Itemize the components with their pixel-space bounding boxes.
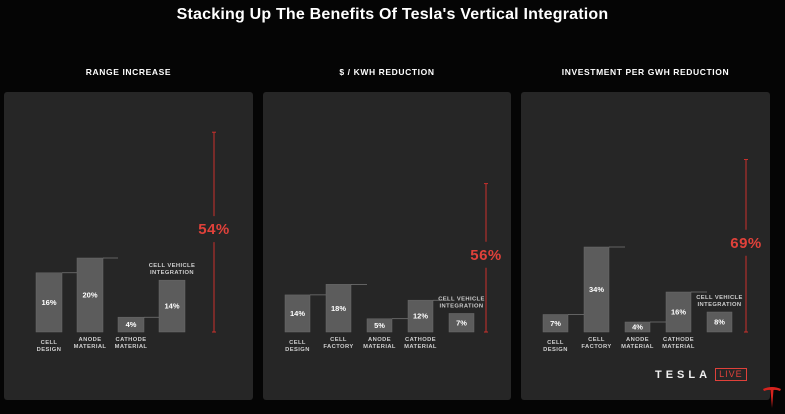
- chart-title: Stacking Up The Benefits Of Tesla's Vert…: [176, 6, 609, 23]
- bar-cell-factory: [583, 246, 610, 333]
- category-label-cell-factory: CELL FACTORY: [323, 337, 353, 350]
- bar-value-label: 14%: [290, 309, 305, 318]
- category-label-cathode-material: CATHODE MATERIAL: [404, 337, 437, 350]
- bar-value-label: 16%: [671, 308, 686, 317]
- bar-cell-vehicle-integration: [158, 279, 186, 333]
- bar-value-label: 16%: [41, 298, 56, 307]
- bar-cell-vehicle-integration: [706, 311, 733, 333]
- bar-value-label: 4%: [126, 320, 137, 329]
- bar-value-label: 14%: [164, 302, 179, 311]
- bar-cell-vehicle-integration: [448, 313, 475, 333]
- live-badge: LIVE: [715, 368, 747, 381]
- panel-title-range-increase: RANGE INCREASE: [85, 67, 172, 77]
- category-label-cell-design: CELL DESIGN: [285, 340, 310, 353]
- category-label-cell-design: CELL DESIGN: [37, 340, 62, 353]
- bar-value-label: 18%: [331, 304, 346, 313]
- bar-cell-design: [284, 294, 311, 333]
- category-label-cell-factory: CELL FACTORY: [581, 337, 611, 350]
- bar-cell-factory: [325, 284, 352, 333]
- waterfall-chart-range-increase: 16% CELL DESIGN 20% ANODE MATERIAL 4% CATHODE MA…: [35, 131, 230, 353]
- bar-value-label: 5%: [374, 321, 385, 330]
- tesla-live-logo: TESLA LIVE: [655, 368, 747, 381]
- panel-kwh-reduction: 14% CELL DESIGN 18% CELL FACTORY 5% ANODE MATERI…: [263, 92, 511, 400]
- bar-cathode-material: [407, 299, 434, 333]
- tesla-t-logo-icon: [763, 387, 781, 408]
- total-label: 69%: [730, 235, 762, 252]
- bar-cell-design: [542, 314, 569, 333]
- tesla-wordmark: TESLA: [655, 368, 712, 381]
- bar-cathode-material: [665, 291, 692, 333]
- bar-value-label: 20%: [82, 291, 97, 300]
- bar-value-label: 34%: [589, 285, 604, 294]
- bar-value-label: 8%: [714, 318, 725, 327]
- waterfall-chart-kwh-reduction: 14% CELL DESIGN 18% CELL FACTORY 5% ANODE MATERI…: [284, 183, 502, 353]
- total-label: 56%: [470, 247, 502, 264]
- panel-investment-reduction: 7% CELL DESIGN 34% CELL FACTORY 4% ANODE MATERIA…: [521, 92, 770, 400]
- category-label-anode-material: ANODE MATERIAL: [621, 337, 654, 350]
- panel-range-increase: 16% CELL DESIGN 20% ANODE MATERIAL 4% CATHODE MA…: [4, 92, 253, 400]
- bar-cathode-material: [117, 316, 145, 333]
- waterfall-chart-investment-reduction: 7% CELL DESIGN 34% CELL FACTORY 4% ANODE MATERIA…: [542, 159, 762, 353]
- bar-cell-design: [35, 272, 63, 333]
- category-label-cell-vehicle-integration: CELL VEHICLE INTEGRATION: [696, 295, 743, 308]
- bar-anode-material: [76, 257, 104, 333]
- category-label-cathode-material: CATHODE MATERIAL: [115, 337, 148, 350]
- category-label-anode-material: ANODE MATERIAL: [363, 337, 396, 350]
- bar-value-label: 7%: [550, 319, 561, 328]
- category-label-cell-design: CELL DESIGN: [543, 340, 568, 353]
- bar-value-label: 7%: [456, 318, 467, 327]
- bar-value-label: 12%: [413, 312, 428, 321]
- bar-value-label: 4%: [632, 323, 643, 332]
- panel-title-kwh-reduction: $ / KWH REDUCTION: [339, 67, 435, 77]
- bar-anode-material: [366, 318, 393, 333]
- category-label-cell-vehicle-integration: CELL VEHICLE INTEGRATION: [438, 296, 485, 309]
- panel-title-investment-reduction: INVESTMENT PER GWH REDUCTION: [561, 67, 730, 77]
- category-label-anode-material: ANODE MATERIAL: [74, 337, 107, 350]
- bar-anode-material: [624, 321, 651, 333]
- total-label: 54%: [198, 221, 230, 238]
- category-label-cell-vehicle-integration: CELL VEHICLE INTEGRATION: [149, 263, 196, 276]
- category-label-cathode-material: CATHODE MATERIAL: [662, 337, 695, 350]
